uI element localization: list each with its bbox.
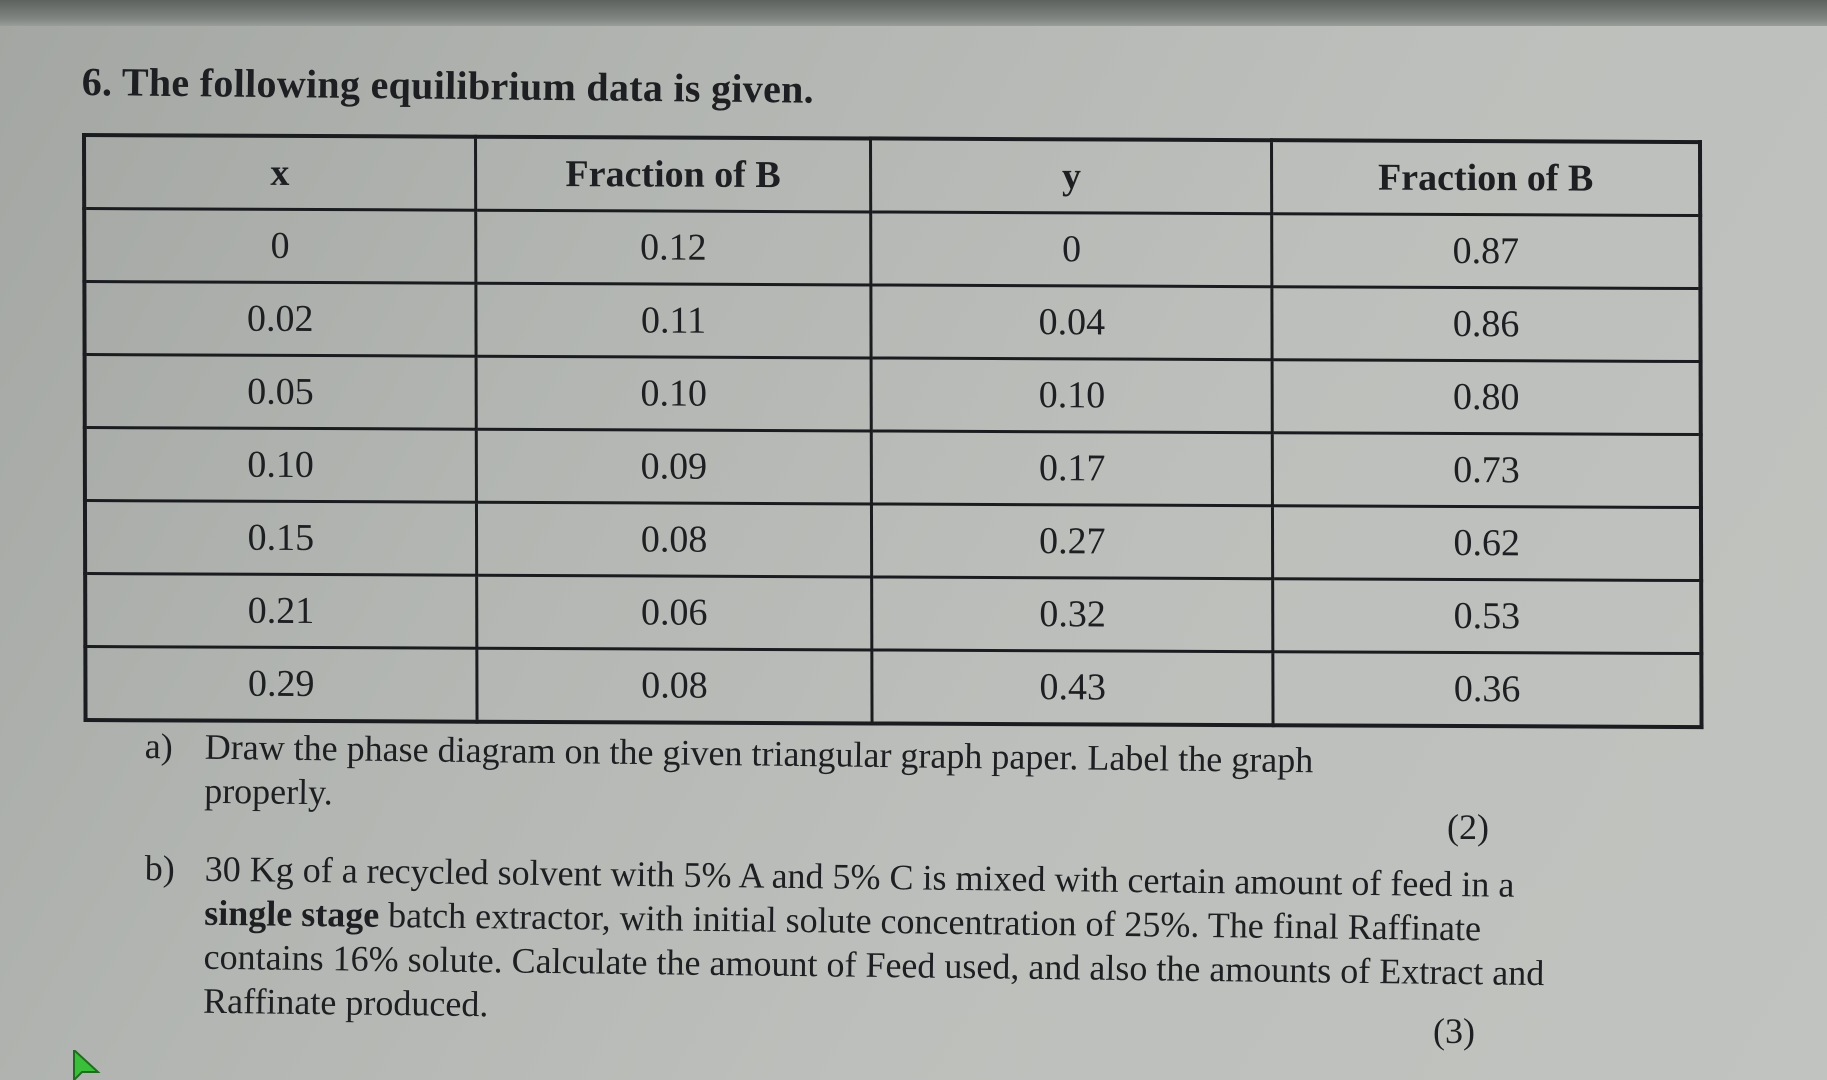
part-b: b) 30 Kg of a recycled solvent with 5% A… [143,848,1645,1046]
part-a-marks: (2) [1447,807,1489,847]
cell-y: 0.04 [871,284,1273,360]
cell-y: 0.27 [871,503,1273,579]
equilibrium-table-container: x Fraction of B y Fraction of B 0 0.12 0 0.… [82,133,1704,730]
cell-x: 0 [84,208,476,284]
cell-x: 0.15 [84,500,477,576]
table-row: 0 0.12 0 0.87 [84,208,1701,289]
cell-fraction-b-extract: 0.53 [1272,578,1702,654]
part-a-label: a) [144,726,173,767]
monitor-top-edge [0,0,1827,26]
table-body: 0 0.12 0 0.87 0.02 0.11 0.04 0.86 0.05 0.10 0.10 0.… [84,208,1702,728]
cell-fraction-b-raffinate: 0.10 [475,356,872,431]
cell-fraction-b-extract: 0.80 [1272,359,1701,435]
table-row: 0.02 0.11 0.04 0.86 [84,281,1701,362]
part-b-marks: (3) [1433,1011,1475,1051]
part-a: a) Draw the phase diagram on the given t… [144,726,1595,834]
cell-fraction-b-raffinate: 0.08 [476,648,873,724]
cell-fraction-b-raffinate: 0.12 [475,210,872,285]
header-fraction-b-extract: Fraction of B [1271,140,1701,216]
cell-y: 0 [871,211,1273,287]
cell-fraction-b-extract: 0.87 [1271,213,1701,289]
table-header-row: x Fraction of B y Fraction of B [84,135,1701,216]
table-row: 0.05 0.10 0.10 0.80 [84,354,1701,435]
cell-fraction-b-raffinate: 0.09 [475,429,872,504]
part-a-text-line2: properly. [203,770,334,813]
table-row: 0.10 0.09 0.17 0.73 [84,427,1701,508]
cell-fraction-b-extract: 0.86 [1272,286,1701,362]
cell-fraction-b-raffinate: 0.11 [475,283,872,358]
header-fraction-b-raffinate: Fraction of B [475,136,872,212]
table-row: 0.29 0.08 0.43 0.36 [85,646,1702,728]
cell-x: 0.21 [85,573,477,649]
cell-fraction-b-extract: 0.73 [1272,432,1701,508]
header-y: y [870,138,1272,214]
cell-x: 0.02 [84,281,476,357]
part-a-text-line1: Draw the phase diagram on the given tria… [204,726,1314,781]
mouse-pointer-icon [73,1050,101,1080]
cell-fraction-b-raffinate: 0.08 [476,502,873,577]
header-x: x [84,135,476,211]
table-row: 0.21 0.06 0.32 0.53 [85,573,1702,654]
cell-fraction-b-extract: 0.62 [1272,505,1702,581]
cell-fraction-b-extract: 0.36 [1273,651,1702,728]
question-title: 6. The following equilibrium data is giv… [81,58,815,112]
cell-y: 0.10 [871,357,1273,433]
table-row: 0.15 0.08 0.27 0.62 [84,500,1702,581]
part-b-text-line4: Raffinate produced. [202,980,489,1025]
cell-y: 0.32 [872,576,1274,652]
cell-y: 0.43 [872,649,1274,726]
part-b-bold-phrase: single stage [203,892,380,935]
cell-x: 0.10 [84,427,477,503]
cell-fraction-b-raffinate: 0.06 [476,575,873,650]
part-b-label: b) [144,848,175,889]
cell-y: 0.17 [871,430,1273,506]
cell-x: 0.05 [84,354,476,430]
equilibrium-table: x Fraction of B y Fraction of B 0 0.12 0 0.… [82,133,1704,730]
cell-x: 0.29 [85,646,477,722]
